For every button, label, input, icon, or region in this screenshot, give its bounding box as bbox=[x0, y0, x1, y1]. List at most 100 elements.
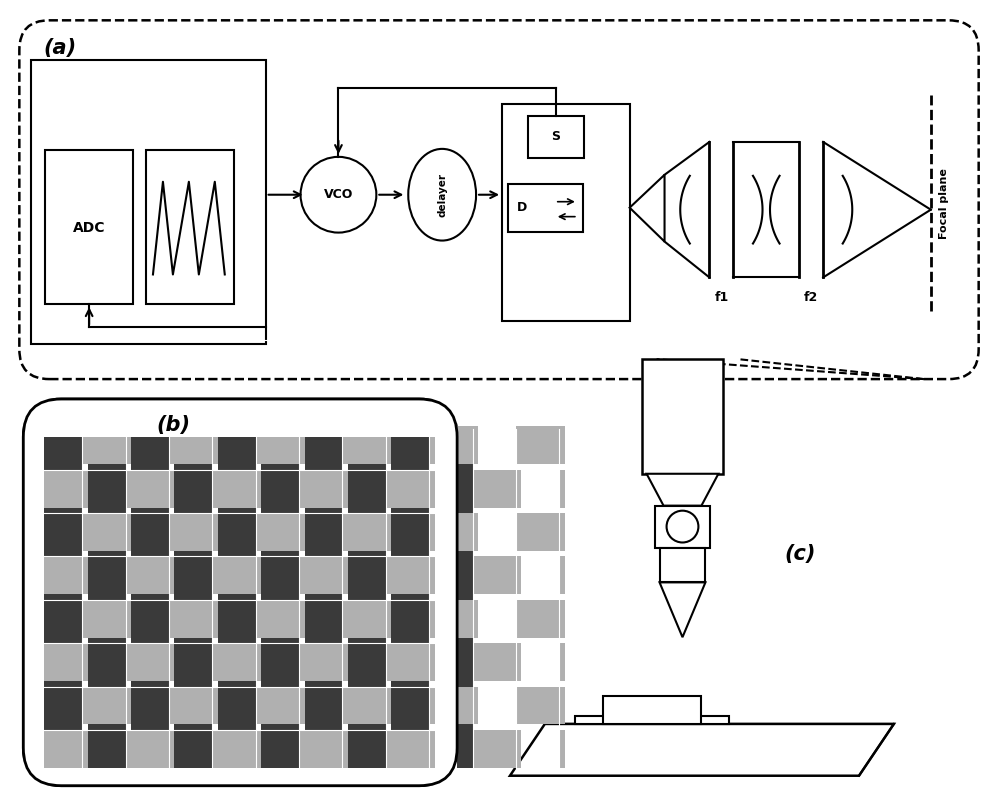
Bar bbox=[85, 513, 128, 551]
Bar bbox=[256, 513, 261, 551]
Bar bbox=[126, 730, 131, 768]
Bar bbox=[508, 184, 583, 231]
Bar bbox=[345, 687, 389, 724]
Bar bbox=[299, 557, 305, 595]
Bar bbox=[342, 557, 348, 595]
Bar bbox=[169, 426, 174, 464]
Bar bbox=[345, 513, 389, 551]
Bar bbox=[256, 599, 261, 637]
Bar bbox=[42, 730, 85, 768]
Bar bbox=[302, 643, 345, 681]
Bar bbox=[256, 730, 261, 768]
Bar bbox=[432, 513, 475, 551]
Bar bbox=[475, 470, 519, 507]
Bar bbox=[128, 557, 172, 595]
Text: (a): (a) bbox=[43, 38, 76, 58]
Bar bbox=[212, 730, 218, 768]
Bar bbox=[256, 470, 261, 507]
Bar bbox=[473, 426, 478, 464]
Bar bbox=[473, 730, 478, 768]
Bar bbox=[559, 513, 565, 551]
Bar bbox=[258, 426, 302, 464]
Bar bbox=[299, 426, 305, 464]
Bar bbox=[473, 470, 478, 507]
Bar bbox=[603, 696, 701, 724]
Bar bbox=[82, 470, 88, 507]
Bar bbox=[212, 643, 218, 681]
Bar bbox=[435, 399, 457, 786]
Bar bbox=[386, 730, 391, 768]
Bar bbox=[559, 599, 565, 637]
Bar bbox=[172, 599, 215, 637]
Bar bbox=[519, 426, 562, 464]
Bar bbox=[169, 687, 174, 724]
Bar bbox=[215, 470, 258, 507]
Bar bbox=[82, 426, 88, 464]
Text: f2: f2 bbox=[804, 291, 818, 304]
Bar bbox=[126, 599, 131, 637]
Bar bbox=[172, 513, 215, 551]
Bar bbox=[435, 429, 473, 768]
Bar bbox=[429, 730, 435, 768]
Circle shape bbox=[667, 510, 698, 543]
Bar bbox=[256, 643, 261, 681]
Bar bbox=[389, 557, 432, 595]
FancyBboxPatch shape bbox=[23, 399, 457, 786]
Bar bbox=[82, 557, 88, 595]
Bar bbox=[305, 429, 342, 768]
Bar bbox=[258, 599, 302, 637]
Bar bbox=[559, 730, 565, 768]
Bar bbox=[212, 599, 218, 637]
Polygon shape bbox=[660, 582, 705, 637]
Bar bbox=[429, 643, 435, 681]
Bar bbox=[386, 426, 391, 464]
Bar bbox=[256, 557, 261, 595]
Bar bbox=[389, 643, 432, 681]
Text: (c): (c) bbox=[784, 544, 816, 564]
Bar bbox=[146, 150, 234, 304]
Bar bbox=[473, 513, 478, 551]
Bar bbox=[386, 470, 391, 507]
Bar bbox=[429, 687, 435, 724]
Bar bbox=[389, 470, 432, 507]
Bar bbox=[218, 429, 256, 768]
Bar bbox=[519, 687, 562, 724]
Bar bbox=[126, 687, 131, 724]
Bar bbox=[169, 557, 174, 595]
Text: D: D bbox=[517, 201, 527, 214]
Bar bbox=[215, 643, 258, 681]
Bar bbox=[258, 513, 302, 551]
Bar bbox=[126, 643, 131, 681]
Bar bbox=[386, 643, 391, 681]
Bar bbox=[473, 687, 478, 724]
Bar bbox=[516, 426, 521, 464]
Bar bbox=[302, 470, 345, 507]
Bar bbox=[169, 730, 174, 768]
Bar bbox=[42, 470, 85, 507]
Bar bbox=[575, 716, 729, 724]
Bar bbox=[345, 599, 389, 637]
Bar bbox=[299, 643, 305, 681]
Bar bbox=[215, 557, 258, 595]
FancyBboxPatch shape bbox=[19, 20, 979, 379]
Bar bbox=[660, 548, 705, 582]
Bar bbox=[82, 730, 88, 768]
Bar bbox=[432, 599, 475, 637]
Bar bbox=[172, 426, 215, 464]
Bar bbox=[429, 426, 435, 464]
Bar bbox=[302, 557, 345, 595]
Bar bbox=[342, 599, 348, 637]
Bar bbox=[126, 557, 131, 595]
Bar bbox=[342, 643, 348, 681]
Bar bbox=[85, 426, 128, 464]
Bar bbox=[88, 429, 126, 768]
Bar bbox=[475, 643, 519, 681]
Bar bbox=[256, 426, 261, 464]
Bar bbox=[212, 557, 218, 595]
Bar bbox=[85, 599, 128, 637]
Bar bbox=[389, 730, 432, 768]
Bar bbox=[42, 643, 85, 681]
Bar bbox=[516, 730, 521, 768]
Bar bbox=[126, 426, 131, 464]
Bar bbox=[502, 104, 630, 321]
